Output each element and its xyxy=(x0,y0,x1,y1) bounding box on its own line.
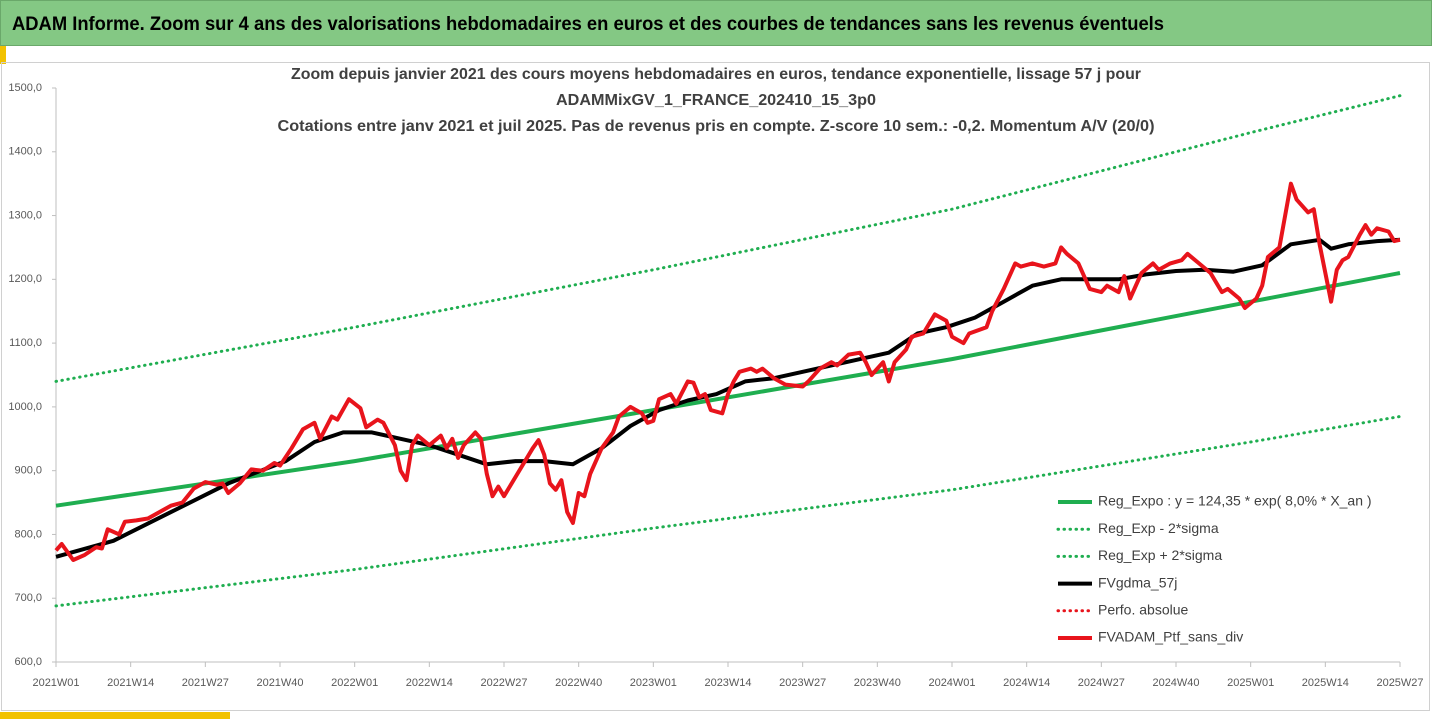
series-line xyxy=(54,415,1402,608)
x-tick-label: 2025W14 xyxy=(1302,677,1349,689)
legend-label: Reg_Expo : y = 124,35 * exp( 8,0% * X_an… xyxy=(1098,493,1372,509)
x-tick-label: 2025W01 xyxy=(1227,677,1274,689)
x-tick-label: 2022W27 xyxy=(480,677,527,689)
legend-label: FVgdma_57j xyxy=(1098,574,1177,590)
x-tick-label: 2024W01 xyxy=(928,677,975,689)
chart: Zoom depuis janvier 2021 des cours moyen… xyxy=(8,66,1423,689)
x-tick-label: 2023W01 xyxy=(630,677,677,689)
x-tick-label: 2024W27 xyxy=(1078,677,1125,689)
y-tick-label: 700,0 xyxy=(14,592,42,604)
y-tick-label: 900,0 xyxy=(14,465,42,477)
x-tick-label: 2024W40 xyxy=(1152,677,1199,689)
y-tick-label: 800,0 xyxy=(14,528,42,540)
x-tick-label: 2021W40 xyxy=(256,677,303,689)
y-tick-label: 1500,0 xyxy=(8,82,42,94)
x-tick-label: 2025W27 xyxy=(1376,677,1423,689)
legend-label: Reg_Exp + 2*sigma xyxy=(1098,547,1222,563)
series-line xyxy=(54,94,1402,383)
chart-frame xyxy=(1,62,1430,711)
series-line xyxy=(55,237,1401,559)
y-tick-label: 1000,0 xyxy=(8,401,42,413)
x-tick-label: 2023W27 xyxy=(779,677,826,689)
y-tick-label: 600,0 xyxy=(14,656,42,668)
chart-title: ADAMMixGV_1_FRANCE_202410_15_3p0 xyxy=(556,92,876,109)
legend-label: FVADAM_Ptf_sans_div xyxy=(1098,629,1243,645)
x-tick-label: 2024W14 xyxy=(1003,677,1050,689)
y-tick-label: 1200,0 xyxy=(8,273,42,285)
y-tick-label: 1400,0 xyxy=(8,146,42,158)
y-tick-label: 1300,0 xyxy=(8,209,42,221)
x-tick-label: 2022W01 xyxy=(331,677,378,689)
chart-title: Cotations entre janv 2021 et juil 2025. … xyxy=(278,118,1155,135)
legend-label: Reg_Exp - 2*sigma xyxy=(1098,520,1219,536)
y-tick-label: 1100,0 xyxy=(9,337,42,349)
x-tick-label: 2023W40 xyxy=(854,677,901,689)
x-tick-label: 2021W27 xyxy=(182,677,229,689)
x-tick-label: 2022W40 xyxy=(555,677,602,689)
header-title: ADAM Informe. Zoom sur 4 ans des valoris… xyxy=(12,14,1164,35)
chart-title: Zoom depuis janvier 2021 des cours moyen… xyxy=(291,66,1141,83)
accent xyxy=(0,712,230,719)
series-line xyxy=(54,181,1401,562)
legend-label: Perfo. absolue xyxy=(1098,602,1188,618)
x-tick-label: 2021W01 xyxy=(32,677,79,689)
header-bar xyxy=(0,0,1432,46)
x-tick-label: 2022W14 xyxy=(406,677,453,689)
x-tick-label: 2023W14 xyxy=(704,677,751,689)
accent xyxy=(0,46,6,64)
x-tick-label: 2021W14 xyxy=(107,677,154,689)
